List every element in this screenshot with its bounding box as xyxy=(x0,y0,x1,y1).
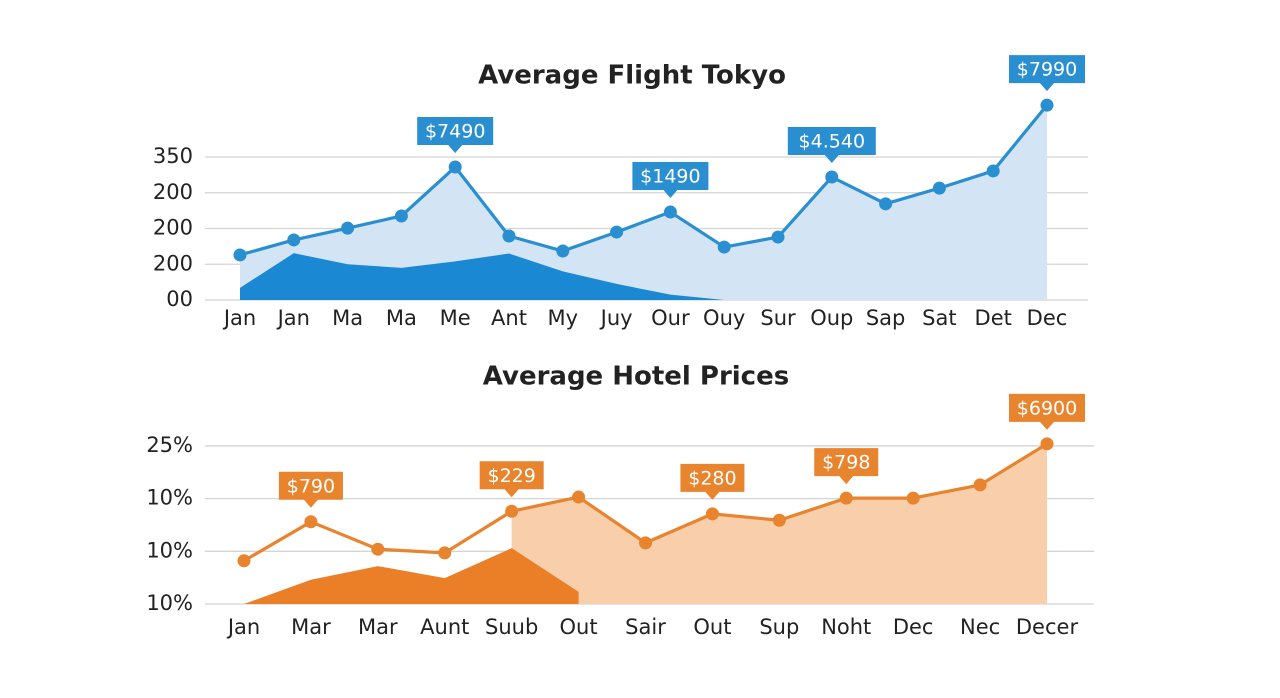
point xyxy=(610,225,624,239)
x-tick-label: Out xyxy=(693,615,731,639)
point xyxy=(839,491,853,505)
point xyxy=(771,230,785,244)
x-tick-label: Juy xyxy=(599,306,633,330)
x-tick-label: Dec xyxy=(1027,306,1068,330)
x-tick-label: Ma xyxy=(386,306,417,330)
point xyxy=(572,490,586,504)
y-tick-label: 25% xyxy=(146,433,193,457)
x-tick-label: Oup xyxy=(810,306,853,330)
callout xyxy=(417,117,494,154)
callout xyxy=(814,448,879,485)
y-tick-label: 10% xyxy=(146,538,193,562)
y-tick-label: 350 xyxy=(153,144,193,168)
annotation: $798 xyxy=(822,452,870,474)
point xyxy=(906,491,920,505)
area-fill xyxy=(240,105,1047,300)
chart-title: Average Hotel Prices xyxy=(483,362,789,392)
x-tick-label: Sur xyxy=(760,306,796,330)
point xyxy=(1040,98,1054,112)
x-tick-label: Noht xyxy=(821,615,871,639)
point xyxy=(448,160,462,174)
area xyxy=(244,548,579,604)
annotation: $7490 xyxy=(425,121,485,143)
y-tick-label: 10% xyxy=(146,486,193,510)
x-tick-label: Jan xyxy=(276,306,310,330)
annotation: $229 xyxy=(487,465,535,487)
x-tick-label: Jan xyxy=(226,615,260,639)
callout xyxy=(787,127,876,164)
x-tick-label: Our xyxy=(651,306,690,330)
y-tick-label: 00 xyxy=(166,287,193,311)
annotation: $7990 xyxy=(1017,59,1077,81)
x-tick-label: Sup xyxy=(759,615,799,639)
point xyxy=(394,209,408,223)
annotation: $790 xyxy=(287,475,335,497)
point xyxy=(438,546,452,560)
x-tick-label: Dec xyxy=(893,615,934,639)
x-tick-label: Ant xyxy=(491,306,527,330)
point xyxy=(639,536,652,550)
callout xyxy=(1009,55,1085,92)
x-tick-label: My xyxy=(548,306,579,330)
point xyxy=(556,244,570,258)
y-tick-label: 200 xyxy=(153,216,193,240)
point xyxy=(371,542,385,556)
y-tick-label: 10% xyxy=(146,591,193,615)
point xyxy=(879,197,893,211)
point xyxy=(1040,437,1054,451)
x-tick-label: Ma xyxy=(332,306,363,330)
point xyxy=(505,504,519,518)
point xyxy=(717,240,731,254)
point xyxy=(932,181,946,195)
x-tick-label: Suub xyxy=(485,615,538,639)
callout xyxy=(1009,393,1085,430)
x-tick-label: Mar xyxy=(358,615,398,639)
x-tick-label: Ouy xyxy=(703,306,745,330)
x-tick-label: Sap xyxy=(866,306,906,330)
annotation: $4.540 xyxy=(799,131,865,153)
point xyxy=(772,513,786,527)
point xyxy=(986,164,1000,178)
annotation: $280 xyxy=(688,467,736,489)
x-tick-label: Mar xyxy=(291,615,331,639)
y-tick-label: 200 xyxy=(153,180,193,204)
point xyxy=(825,170,839,184)
point xyxy=(304,515,318,529)
annotation: $6900 xyxy=(1017,397,1077,419)
line xyxy=(239,104,1049,257)
point xyxy=(663,205,677,219)
area xyxy=(240,253,725,300)
x-tick-label: Me xyxy=(440,306,471,330)
x-tick-label: Nec xyxy=(960,615,1000,639)
chart-title: Average Flight Tokyo xyxy=(478,61,786,91)
x-tick-label: Sair xyxy=(625,615,666,639)
annotation: $1490 xyxy=(640,166,700,188)
callout xyxy=(479,461,544,498)
x-tick-label: Out xyxy=(560,615,598,639)
callout xyxy=(680,463,745,500)
x-tick-label: Sat xyxy=(922,306,956,330)
point xyxy=(287,233,301,247)
x-tick-label: Det xyxy=(975,306,1012,330)
y-tick-label: 200 xyxy=(153,251,193,275)
x-tick-label: Decer xyxy=(1016,615,1079,639)
point xyxy=(237,554,251,568)
point xyxy=(341,221,355,235)
point xyxy=(502,229,516,243)
point xyxy=(233,248,247,262)
x-tick-label: Aunt xyxy=(420,615,469,639)
x-tick-label: Jan xyxy=(222,306,256,330)
callout xyxy=(632,162,709,199)
point xyxy=(705,507,719,521)
point xyxy=(973,478,987,492)
callout xyxy=(278,471,343,508)
